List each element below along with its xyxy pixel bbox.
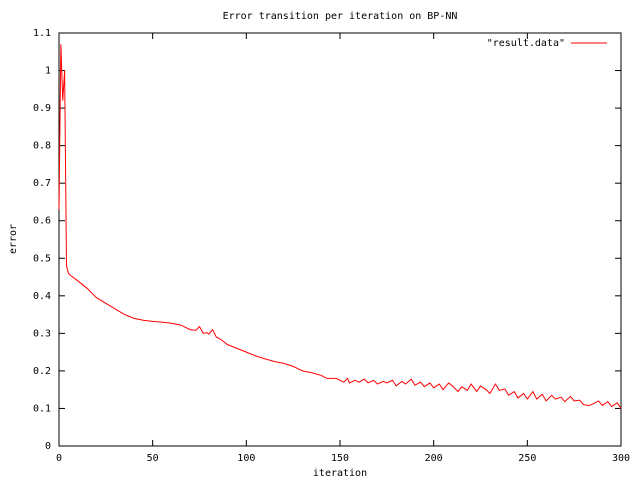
y-tick-label: 1.1 xyxy=(33,28,51,39)
x-tick-label: 0 xyxy=(56,453,62,464)
y-tick-label: 0.6 xyxy=(33,216,51,227)
x-tick-label: 150 xyxy=(331,453,349,464)
x-tick-label: 200 xyxy=(425,453,443,464)
x-tick-label: 250 xyxy=(518,453,536,464)
legend-label: "result.data" xyxy=(487,38,565,49)
x-tick-label: 50 xyxy=(147,453,159,464)
y-tick-label: 0.8 xyxy=(33,141,51,152)
data-line xyxy=(58,44,622,409)
y-tick-label: 0.4 xyxy=(33,291,51,302)
x-axis-label: iteration xyxy=(313,468,367,479)
y-tick-label: 0.3 xyxy=(33,328,51,339)
y-axis-label: error xyxy=(8,224,19,254)
plot-border xyxy=(58,32,622,447)
y-tick-label: 0.7 xyxy=(33,178,51,189)
y-tick-label: 1 xyxy=(45,66,51,77)
y-tick-label: 0.9 xyxy=(33,103,51,114)
y-tick-label: 0.5 xyxy=(33,253,51,264)
x-tick-label: 300 xyxy=(612,453,630,464)
chart-title: Error transition per iteration on BP-NN xyxy=(223,11,458,22)
y-tick-label: 0.1 xyxy=(33,403,51,414)
x-tick-label: 100 xyxy=(237,453,255,464)
y-tick-label: 0 xyxy=(45,441,51,452)
y-tick-label: 0.2 xyxy=(33,366,51,377)
